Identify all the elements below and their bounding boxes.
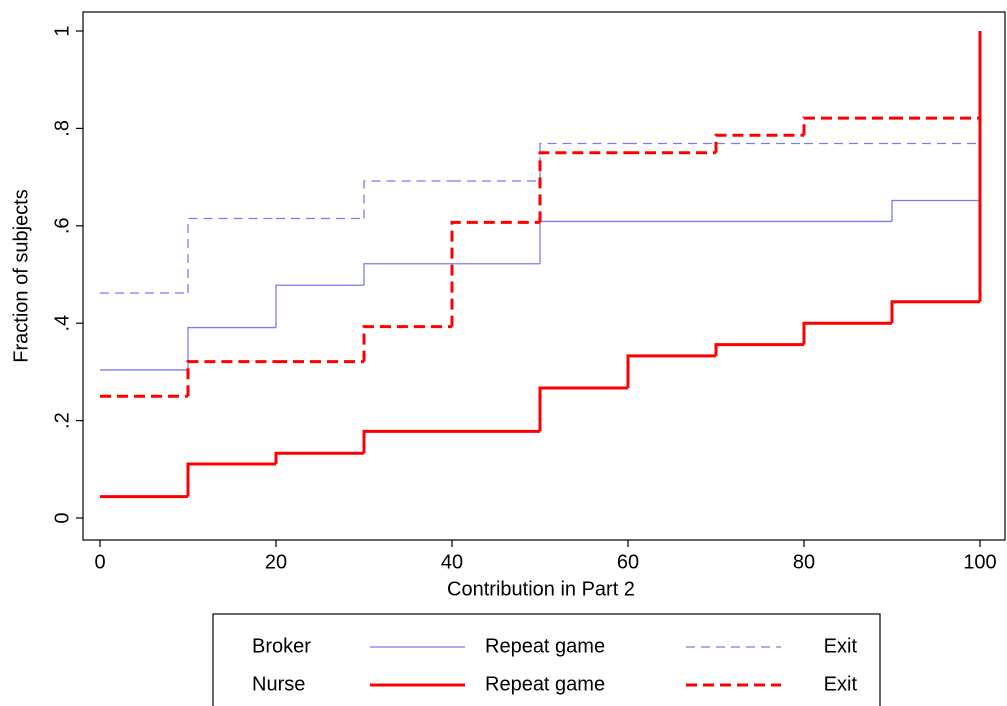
- y-tick-label: .8: [51, 120, 73, 137]
- x-tick-label: 0: [94, 551, 105, 573]
- x-tick-label: 40: [441, 551, 463, 573]
- plot-frame: [82, 11, 1006, 541]
- legend-label: Repeat game: [485, 673, 605, 695]
- step-segment: [275, 284, 364, 328]
- step-segment: [274, 451, 364, 464]
- step-segment: [802, 116, 892, 136]
- step-segment: [539, 142, 628, 181]
- step-segment: [714, 133, 804, 153]
- step-segment: [538, 151, 628, 223]
- step-segment: [186, 462, 276, 497]
- x-tick-label: 60: [617, 551, 639, 573]
- step-segment: [363, 263, 452, 286]
- step-segment: [362, 429, 452, 454]
- x-axis-label: Contribution in Part 2: [447, 578, 635, 600]
- y-tick-label: .6: [51, 217, 73, 234]
- y-tick-label: 0: [51, 512, 73, 523]
- legend-group: Broker: [252, 635, 311, 657]
- step-segment: [362, 325, 452, 362]
- step-segment: [187, 217, 276, 294]
- step-segment: [187, 326, 276, 370]
- x-tick-label: 20: [265, 551, 287, 573]
- step-segment: [890, 300, 980, 324]
- y-axis-label: Fraction of subjects: [10, 189, 32, 362]
- y-tick-label: 1: [51, 25, 73, 36]
- step-segment: [539, 220, 628, 264]
- x-tick-label: 80: [793, 551, 815, 573]
- legend-group: Nurse: [252, 673, 305, 695]
- legend-label: Exit: [824, 635, 858, 657]
- step-segment: [626, 354, 716, 388]
- x-tick-label: 100: [963, 551, 996, 573]
- step-segment: [714, 343, 804, 356]
- step-segment: [802, 321, 892, 345]
- y-tick-label: .4: [51, 315, 73, 332]
- legend-label: Repeat game: [485, 635, 605, 657]
- legend-box: [212, 613, 881, 706]
- step-segment: [538, 386, 628, 432]
- y-tick-label: .2: [51, 412, 73, 429]
- step-segment: [186, 360, 276, 397]
- step-segment: [450, 220, 540, 327]
- step-segment: [363, 180, 452, 219]
- legend-label: Exit: [824, 673, 858, 695]
- step-segment: [891, 199, 980, 222]
